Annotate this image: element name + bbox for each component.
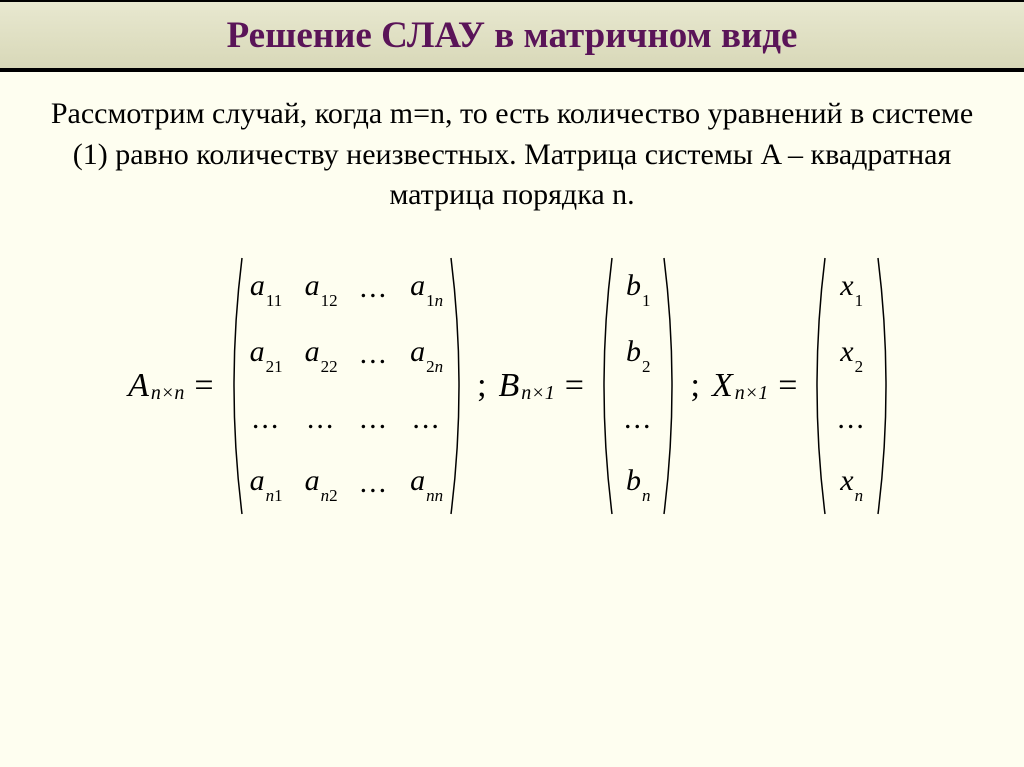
left-paren-icon: [594, 256, 614, 516]
equals-2: =: [565, 367, 584, 405]
matrix-x-grid: x1 x2... xn: [827, 256, 876, 516]
matrix-cell: ...: [360, 466, 389, 500]
page-title: Решение СЛАУ в матричном виде: [227, 14, 798, 57]
matrix-cell: ...: [360, 271, 389, 305]
left-paren-icon: [224, 256, 244, 516]
right-paren-icon: [449, 256, 469, 516]
intro-paragraph: Рассмотрим случай, когда m=n, то есть ко…: [0, 94, 1024, 216]
matrix-cell: ...: [837, 402, 866, 436]
matrix-b-lhs: Bn×1: [499, 367, 555, 405]
matrix-cell: ...: [624, 402, 653, 436]
right-paren-icon: [876, 256, 896, 516]
matrix-cell: a1n: [410, 269, 443, 307]
matrix-cell: a12: [305, 269, 338, 307]
matrix-equation-row: An×n = a11 a12... a1n a21 a22... a2n.........…: [0, 256, 1024, 516]
matrix-cell: x1: [840, 269, 863, 307]
matrix-a-lhs: An×n: [128, 367, 184, 405]
left-paren-icon: [807, 256, 827, 516]
matrix-cell: an2: [305, 464, 338, 502]
matrix-b-grid: b1 b2... bn: [614, 256, 663, 516]
matrix-cell: bn: [626, 464, 651, 502]
matrix-cell: an1: [250, 464, 283, 502]
matrix-cell: a22: [305, 335, 338, 373]
matrix-cell: ann: [410, 464, 443, 502]
matrix-cell: a2n: [410, 335, 443, 373]
matrix-cell: ...: [360, 337, 389, 371]
matrix-b-var: B: [499, 367, 520, 405]
matrix-a: a11 a12... a1n a21 a22... a2n............ an1 a…: [224, 256, 470, 516]
matrix-cell: ...: [360, 402, 389, 436]
matrix-a-sub: n×n: [151, 382, 185, 405]
matrix-cell: ...: [307, 402, 336, 436]
matrix-x: x1 x2... xn: [807, 256, 896, 516]
matrix-x-var: X: [712, 367, 733, 405]
matrix-cell: xn: [840, 464, 863, 502]
semicolon-1: ;: [477, 367, 486, 405]
matrix-b-sub: n×1: [521, 382, 555, 405]
matrix-x-sub: n×1: [735, 382, 769, 405]
matrix-cell: b2: [626, 335, 651, 373]
matrix-b: b1 b2... bn: [594, 256, 683, 516]
title-bar: Решение СЛАУ в матричном виде: [0, 0, 1024, 72]
matrix-x-lhs: Xn×1: [712, 367, 768, 405]
matrix-cell: ...: [252, 402, 281, 436]
equals-1: =: [194, 367, 213, 405]
equals-3: =: [778, 367, 797, 405]
matrix-a-var: A: [128, 367, 149, 405]
right-paren-icon: [662, 256, 682, 516]
matrix-cell: ...: [412, 402, 441, 436]
matrix-cell: a11: [250, 269, 282, 307]
matrix-a-grid: a11 a12... a1n a21 a22... a2n............ an1 a…: [244, 256, 450, 516]
matrix-cell: x2: [840, 335, 863, 373]
semicolon-2: ;: [690, 367, 699, 405]
matrix-cell: a21: [250, 335, 283, 373]
matrix-cell: b1: [626, 269, 651, 307]
